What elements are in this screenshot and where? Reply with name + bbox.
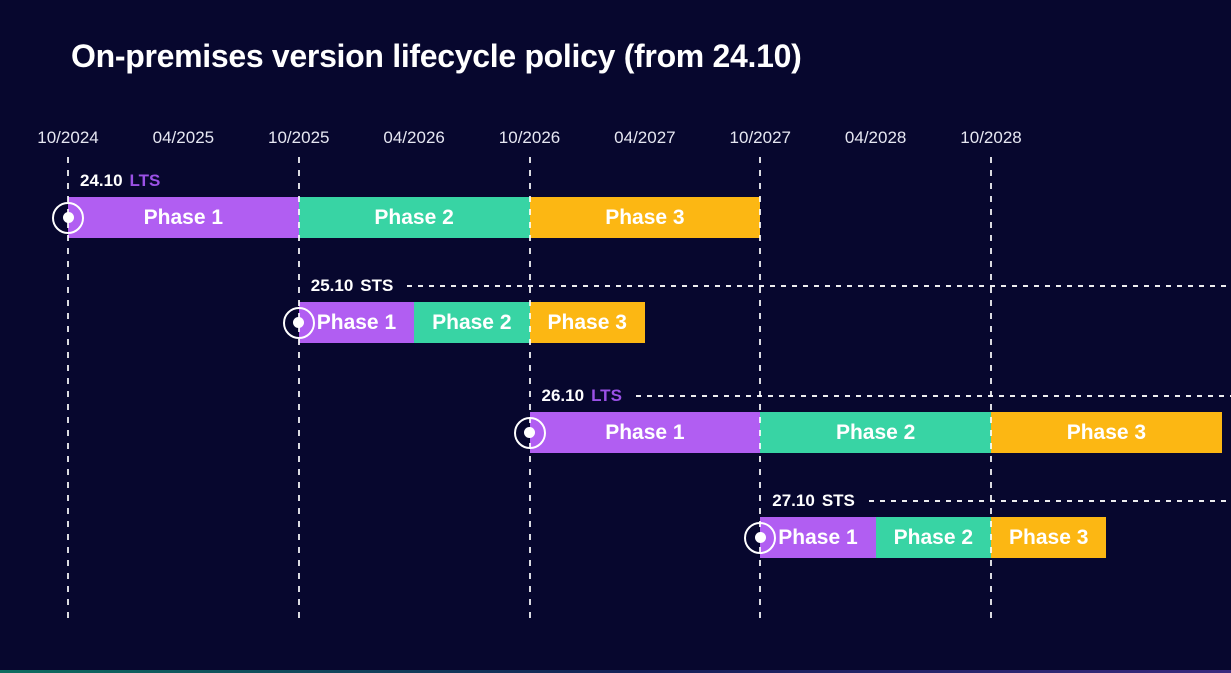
phase-bar-phase-2: Phase 2 xyxy=(414,302,530,343)
phase-bar-phase-3: Phase 3 xyxy=(529,197,761,238)
axis-tick-10-2026: 10/2026 xyxy=(498,128,561,147)
phase-bar-phase-2: Phase 2 xyxy=(760,412,992,453)
timeline-gridline xyxy=(67,157,69,620)
axis-tick-04-2028: 04/2028 xyxy=(844,128,907,147)
phase-bar-label: Phase 1 xyxy=(316,310,397,334)
timeline-gridline xyxy=(528,157,531,620)
axis-tick-10-2028: 10/2028 xyxy=(960,128,1022,147)
phase-bar-phase-2: Phase 2 xyxy=(298,197,530,238)
axis-tick-10-2027: 10/2027 xyxy=(729,128,791,147)
page-title: On-premises version lifecycle policy (fr… xyxy=(71,38,802,74)
phase-bar-phase-1: Phase 1 xyxy=(68,197,299,238)
release-row-header: 25.10 STS xyxy=(311,274,1231,298)
phase-bar-phase-1: Phase 1 xyxy=(298,302,415,343)
phase-bar-label: Phase 2 xyxy=(374,205,454,229)
release-channel-label: STS xyxy=(360,276,394,295)
phase-bar-label: Phase 2 xyxy=(432,310,512,334)
release-start-marker-icon xyxy=(282,306,315,339)
timeline-gridline xyxy=(297,157,300,620)
leader-dashed-line xyxy=(635,395,1231,397)
phase-bar-label: Phase 3 xyxy=(1066,420,1147,444)
phase-bar-label: Phase 1 xyxy=(778,525,858,549)
release-start-marker-icon xyxy=(744,521,777,554)
axis-tick-04-2025: 04/2025 xyxy=(152,128,215,147)
release-row-header: 26.10 LTS xyxy=(542,384,1231,408)
phase-bar-label: Phase 3 xyxy=(605,205,685,229)
bottom-gradient-bar xyxy=(0,670,1231,673)
release-start-marker-icon xyxy=(513,416,546,449)
phase-bar-label: Phase 1 xyxy=(143,205,224,229)
release-channel-label: STS xyxy=(821,491,855,510)
axis-tick-10-2024: 10/2024 xyxy=(37,128,99,147)
marker-dot xyxy=(524,427,536,438)
axis-tick-04-2026: 04/2026 xyxy=(383,128,445,147)
phase-bar-label: Phase 1 xyxy=(605,420,685,444)
marker-dot xyxy=(62,212,74,223)
phase-bar-phase-3: Phase 3 xyxy=(529,302,645,343)
release-version-label: 25.10 xyxy=(310,276,354,295)
phase-bar-label: Phase 2 xyxy=(893,525,974,549)
phase-bar-label: Phase 3 xyxy=(547,310,627,334)
timeline-gridline xyxy=(990,157,993,620)
release-channel-label: LTS xyxy=(129,171,161,190)
release-version-label: 26.10 xyxy=(541,386,585,405)
release-version-label: 24.10 xyxy=(80,171,123,190)
release-row-header: 27.10 STS xyxy=(772,489,1231,513)
phase-bar-phase-1: Phase 1 xyxy=(760,517,876,558)
phase-bar-phase-3: Phase 3 xyxy=(991,412,1222,453)
phase-bar-phase-3: Phase 3 xyxy=(991,517,1107,558)
leader-dashed-line xyxy=(407,285,1231,287)
release-channel-label: LTS xyxy=(591,386,622,405)
release-row-header: 24.10 LTS xyxy=(80,169,1231,193)
marker-dot xyxy=(754,532,766,543)
release-version-label: 27.10 xyxy=(772,491,815,510)
leader-dashed-line xyxy=(868,500,1231,502)
phase-bar-label: Phase 2 xyxy=(835,420,916,444)
axis-tick-10-2025: 10/2025 xyxy=(268,128,330,147)
phase-bar-phase-2: Phase 2 xyxy=(875,517,992,558)
release-start-marker-icon xyxy=(52,201,84,234)
phase-bar-phase-1: Phase 1 xyxy=(529,412,761,453)
marker-dot xyxy=(293,317,305,328)
axis-tick-04-2027: 04/2027 xyxy=(614,128,676,147)
phase-bar-label: Phase 3 xyxy=(1009,525,1089,549)
timeline-gridline xyxy=(759,157,762,620)
